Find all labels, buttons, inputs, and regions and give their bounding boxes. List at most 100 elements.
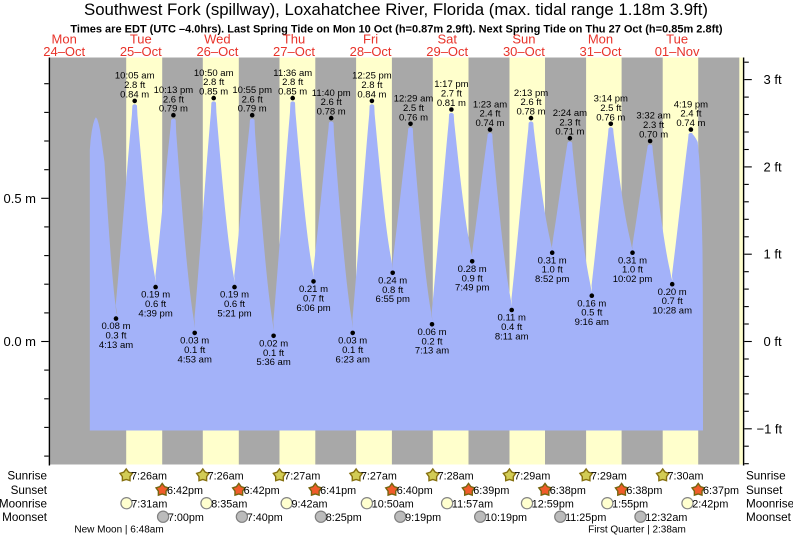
svg-text:2.6 ft: 2.6 ft <box>242 94 263 105</box>
svg-text:8:11 am: 8:11 am <box>495 331 529 342</box>
svg-text:0.84 m: 0.84 m <box>120 89 149 100</box>
svg-text:12:25 pm: 12:25 pm <box>352 71 392 82</box>
svg-text:2.6 ft: 2.6 ft <box>163 94 184 105</box>
svg-text:11:57am: 11:57am <box>452 498 493 510</box>
svg-text:12:29 am: 12:29 am <box>394 94 434 105</box>
svg-text:Sun: Sun <box>512 32 535 47</box>
svg-text:0.11 m: 0.11 m <box>498 313 526 324</box>
svg-text:−1 ft: −1 ft <box>757 421 783 436</box>
svg-text:0.81 m: 0.81 m <box>437 98 466 109</box>
svg-text:7:30am: 7:30am <box>668 471 704 483</box>
svg-text:First Quarter | 2:38am: First Quarter | 2:38am <box>588 525 686 536</box>
svg-text:0.85 m: 0.85 m <box>278 87 307 98</box>
svg-text:2.8 ft: 2.8 ft <box>361 80 382 91</box>
svg-text:0.84 m: 0.84 m <box>357 89 386 100</box>
svg-text:28–Oct: 28–Oct <box>350 44 392 59</box>
svg-text:0.28 m: 0.28 m <box>458 264 487 275</box>
svg-text:29–Oct: 29–Oct <box>426 44 468 59</box>
svg-text:0.06 m: 0.06 m <box>417 327 446 338</box>
svg-text:7:27am: 7:27am <box>361 471 397 483</box>
svg-text:2.6 ft: 2.6 ft <box>321 97 342 108</box>
svg-text:6:38pm: 6:38pm <box>626 485 662 497</box>
svg-text:7:27am: 7:27am <box>284 471 320 483</box>
svg-text:6:42pm: 6:42pm <box>167 485 203 497</box>
svg-text:7:28am: 7:28am <box>438 471 474 483</box>
svg-text:0.70 m: 0.70 m <box>639 130 668 141</box>
svg-text:0.4 ft: 0.4 ft <box>501 322 522 333</box>
svg-text:2.7 ft: 2.7 ft <box>441 89 462 100</box>
svg-text:0.74 m: 0.74 m <box>475 118 504 129</box>
svg-text:9:19pm: 9:19pm <box>405 512 441 524</box>
svg-text:Moonset: Moonset <box>2 511 48 524</box>
svg-text:2.4 ft: 2.4 ft <box>680 109 701 120</box>
svg-text:Sunset: Sunset <box>746 484 783 497</box>
svg-text:7:26am: 7:26am <box>208 471 244 483</box>
svg-text:31–Oct: 31–Oct <box>580 44 622 59</box>
svg-text:Fri: Fri <box>363 32 378 47</box>
svg-text:30–Oct: 30–Oct <box>503 44 545 59</box>
svg-text:9:16 am: 9:16 am <box>575 317 609 328</box>
svg-text:0.24 m: 0.24 m <box>378 275 407 286</box>
svg-text:Southwest Fork (spillway), Lox: Southwest Fork (spillway), Loxahatchee R… <box>84 0 708 19</box>
svg-text:Sunrise: Sunrise <box>746 470 786 483</box>
svg-text:0.2 ft: 0.2 ft <box>421 336 442 347</box>
svg-text:10:28 am: 10:28 am <box>652 306 692 317</box>
svg-text:6:23 am: 6:23 am <box>336 354 370 365</box>
svg-text:6:41pm: 6:41pm <box>320 485 356 497</box>
svg-text:Thu: Thu <box>283 32 305 47</box>
svg-text:0.78 m: 0.78 m <box>317 107 346 118</box>
svg-text:Tue: Tue <box>666 32 688 47</box>
svg-text:0.03 m: 0.03 m <box>338 336 367 347</box>
svg-text:7:49 pm: 7:49 pm <box>455 283 489 294</box>
svg-text:0.1 ft: 0.1 ft <box>342 345 363 356</box>
svg-text:3:14 pm: 3:14 pm <box>594 94 628 105</box>
svg-text:0.71 m: 0.71 m <box>555 127 584 138</box>
svg-text:0.19 m: 0.19 m <box>220 290 249 301</box>
svg-text:10:50am: 10:50am <box>372 498 414 510</box>
svg-text:0.03 m: 0.03 m <box>180 336 209 347</box>
svg-text:0.21 m: 0.21 m <box>299 284 328 295</box>
svg-text:Moonrise: Moonrise <box>746 497 793 510</box>
svg-text:24–Oct: 24–Oct <box>43 44 85 59</box>
svg-text:2:13 pm: 2:13 pm <box>514 88 548 99</box>
svg-text:1:23 am: 1:23 am <box>473 99 507 110</box>
svg-text:2.3 ft: 2.3 ft <box>559 117 580 128</box>
svg-text:2.6 ft: 2.6 ft <box>520 97 541 108</box>
svg-text:Sunset: Sunset <box>11 484 48 497</box>
svg-text:6:39pm: 6:39pm <box>473 485 509 497</box>
svg-text:Times are EDT (UTC –4.0hrs). L: Times are EDT (UTC –4.0hrs). Last Spring… <box>70 24 723 36</box>
svg-text:2.8 ft: 2.8 ft <box>124 80 145 91</box>
svg-text:Sat: Sat <box>437 32 457 47</box>
svg-text:9:42am: 9:42am <box>292 498 328 510</box>
svg-text:1.0 ft: 1.0 ft <box>622 265 643 276</box>
svg-text:1 ft: 1 ft <box>764 247 782 262</box>
svg-text:0.1 ft: 0.1 ft <box>184 345 205 356</box>
svg-text:Mon: Mon <box>52 32 77 47</box>
svg-text:0.6 ft: 0.6 ft <box>224 299 245 310</box>
svg-text:10:50 am: 10:50 am <box>194 68 234 79</box>
svg-text:10:13 pm: 10:13 pm <box>154 85 194 96</box>
svg-text:6:40pm: 6:40pm <box>397 485 433 497</box>
svg-text:3:32 am: 3:32 am <box>636 111 670 122</box>
svg-text:6:37pm: 6:37pm <box>703 485 739 497</box>
svg-text:1.0 ft: 1.0 ft <box>542 265 563 276</box>
svg-text:1:55pm: 1:55pm <box>612 498 648 510</box>
svg-text:0.08 m: 0.08 m <box>101 321 130 332</box>
svg-text:0.5 m: 0.5 m <box>3 191 36 206</box>
svg-text:7:00pm: 7:00pm <box>168 512 204 524</box>
svg-text:0.78 m: 0.78 m <box>516 107 545 118</box>
svg-text:4:39 pm: 4:39 pm <box>138 309 172 320</box>
svg-text:12:59pm: 12:59pm <box>532 498 574 510</box>
svg-text:8:35am: 8:35am <box>211 498 247 510</box>
svg-text:0.02 m: 0.02 m <box>259 338 288 349</box>
svg-text:0.5 ft: 0.5 ft <box>581 308 602 319</box>
svg-text:6:55 pm: 6:55 pm <box>376 294 410 305</box>
svg-text:0.20 m: 0.20 m <box>658 287 687 298</box>
svg-text:6:06 pm: 6:06 pm <box>296 303 330 314</box>
svg-text:3 ft: 3 ft <box>764 72 782 87</box>
svg-text:0.85 m: 0.85 m <box>199 87 228 98</box>
svg-text:7:29am: 7:29am <box>591 471 627 483</box>
svg-text:4:53 am: 4:53 am <box>178 354 212 365</box>
svg-text:2:42pm: 2:42pm <box>692 498 728 510</box>
svg-text:11:40 pm: 11:40 pm <box>312 88 351 99</box>
